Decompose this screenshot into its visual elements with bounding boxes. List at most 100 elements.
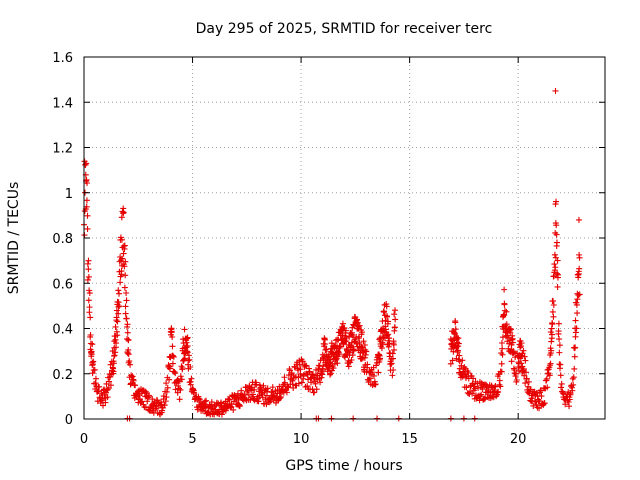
data-point xyxy=(554,257,561,264)
data-point xyxy=(510,349,517,356)
data-point xyxy=(465,369,472,376)
data-point xyxy=(169,360,176,367)
data-point xyxy=(573,301,580,308)
y-tick-label: 0.4 xyxy=(52,323,73,338)
data-point xyxy=(176,385,183,392)
y-tick-label: 1.4 xyxy=(52,96,73,111)
data-point xyxy=(103,389,110,396)
x-tick-label: 15 xyxy=(401,432,418,447)
data-point xyxy=(555,320,562,327)
data-point xyxy=(463,384,470,391)
data-point xyxy=(555,330,562,337)
data-point xyxy=(84,276,91,283)
data-point xyxy=(372,381,379,388)
data-point xyxy=(470,375,477,382)
data-point xyxy=(112,349,119,356)
data-point xyxy=(449,357,456,364)
data-point xyxy=(345,363,352,370)
data-point xyxy=(381,308,388,315)
data-point xyxy=(369,369,376,376)
data-point xyxy=(511,370,518,377)
data-point xyxy=(513,377,520,384)
data-point xyxy=(222,407,229,414)
data-point xyxy=(176,396,183,403)
data-point xyxy=(366,375,373,382)
data-point xyxy=(195,395,202,402)
data-point xyxy=(267,398,274,405)
data-point xyxy=(499,351,506,358)
data-point xyxy=(384,320,391,327)
data-point xyxy=(174,389,181,396)
data-point xyxy=(521,353,528,360)
data-point xyxy=(556,336,563,343)
data-point xyxy=(94,388,101,395)
data-point xyxy=(260,382,267,389)
data-point xyxy=(126,358,133,365)
data-point xyxy=(389,350,396,357)
data-point xyxy=(245,391,252,398)
data-point xyxy=(285,384,292,391)
data-point xyxy=(295,380,302,387)
data-point xyxy=(264,385,271,392)
data-point xyxy=(526,390,533,397)
data-point xyxy=(322,347,329,354)
data-point xyxy=(84,179,91,186)
data-point xyxy=(339,320,346,327)
data-point xyxy=(391,311,398,318)
y-tick-label: 0.8 xyxy=(52,232,73,247)
data-point xyxy=(533,401,540,408)
data-point xyxy=(550,297,557,304)
data-point xyxy=(312,380,319,387)
data-point xyxy=(162,398,169,405)
data-point xyxy=(498,360,505,367)
data-point xyxy=(87,340,94,347)
data-point xyxy=(575,274,582,281)
data-point xyxy=(364,361,371,368)
data-point xyxy=(361,354,368,361)
data-point xyxy=(281,379,288,386)
data-point xyxy=(187,363,194,370)
data-point xyxy=(350,346,357,353)
data-point xyxy=(334,360,341,367)
data-point xyxy=(499,345,506,352)
data-point xyxy=(544,384,551,391)
data-point xyxy=(551,251,558,258)
data-point xyxy=(555,271,562,278)
data-point xyxy=(304,383,311,390)
data-point xyxy=(553,231,560,238)
data-point xyxy=(363,348,370,355)
y-tick-label: 1.2 xyxy=(52,142,73,157)
data-point xyxy=(390,367,397,374)
data-point xyxy=(385,343,392,350)
y-tick-labels: 0 0.2 0.4 0.6 0.8 1 1.2 1.4 1.6 xyxy=(52,51,73,428)
data-point xyxy=(311,389,318,396)
data-point xyxy=(187,381,194,388)
data-point xyxy=(169,343,176,350)
x-tick-label: 0 xyxy=(80,432,88,447)
data-point xyxy=(497,383,504,390)
data-point xyxy=(510,349,517,356)
data-point xyxy=(487,389,494,396)
data-point xyxy=(315,362,322,369)
data-point xyxy=(83,197,90,204)
data-point xyxy=(175,382,182,389)
data-point xyxy=(181,326,188,333)
data-point xyxy=(570,381,577,388)
data-point xyxy=(120,209,127,216)
data-point xyxy=(122,272,129,279)
data-point xyxy=(554,270,561,277)
data-point xyxy=(163,394,170,401)
data-point xyxy=(476,397,483,404)
data-point xyxy=(113,307,120,314)
data-point xyxy=(163,388,170,395)
data-point xyxy=(84,212,91,219)
data-point xyxy=(557,361,564,368)
data-point xyxy=(184,349,191,356)
data-point xyxy=(283,389,290,396)
data-point xyxy=(318,374,325,381)
data-point xyxy=(360,338,367,345)
data-point xyxy=(557,372,564,379)
data-point xyxy=(495,388,502,395)
data-point xyxy=(392,316,399,323)
data-point xyxy=(118,236,125,243)
